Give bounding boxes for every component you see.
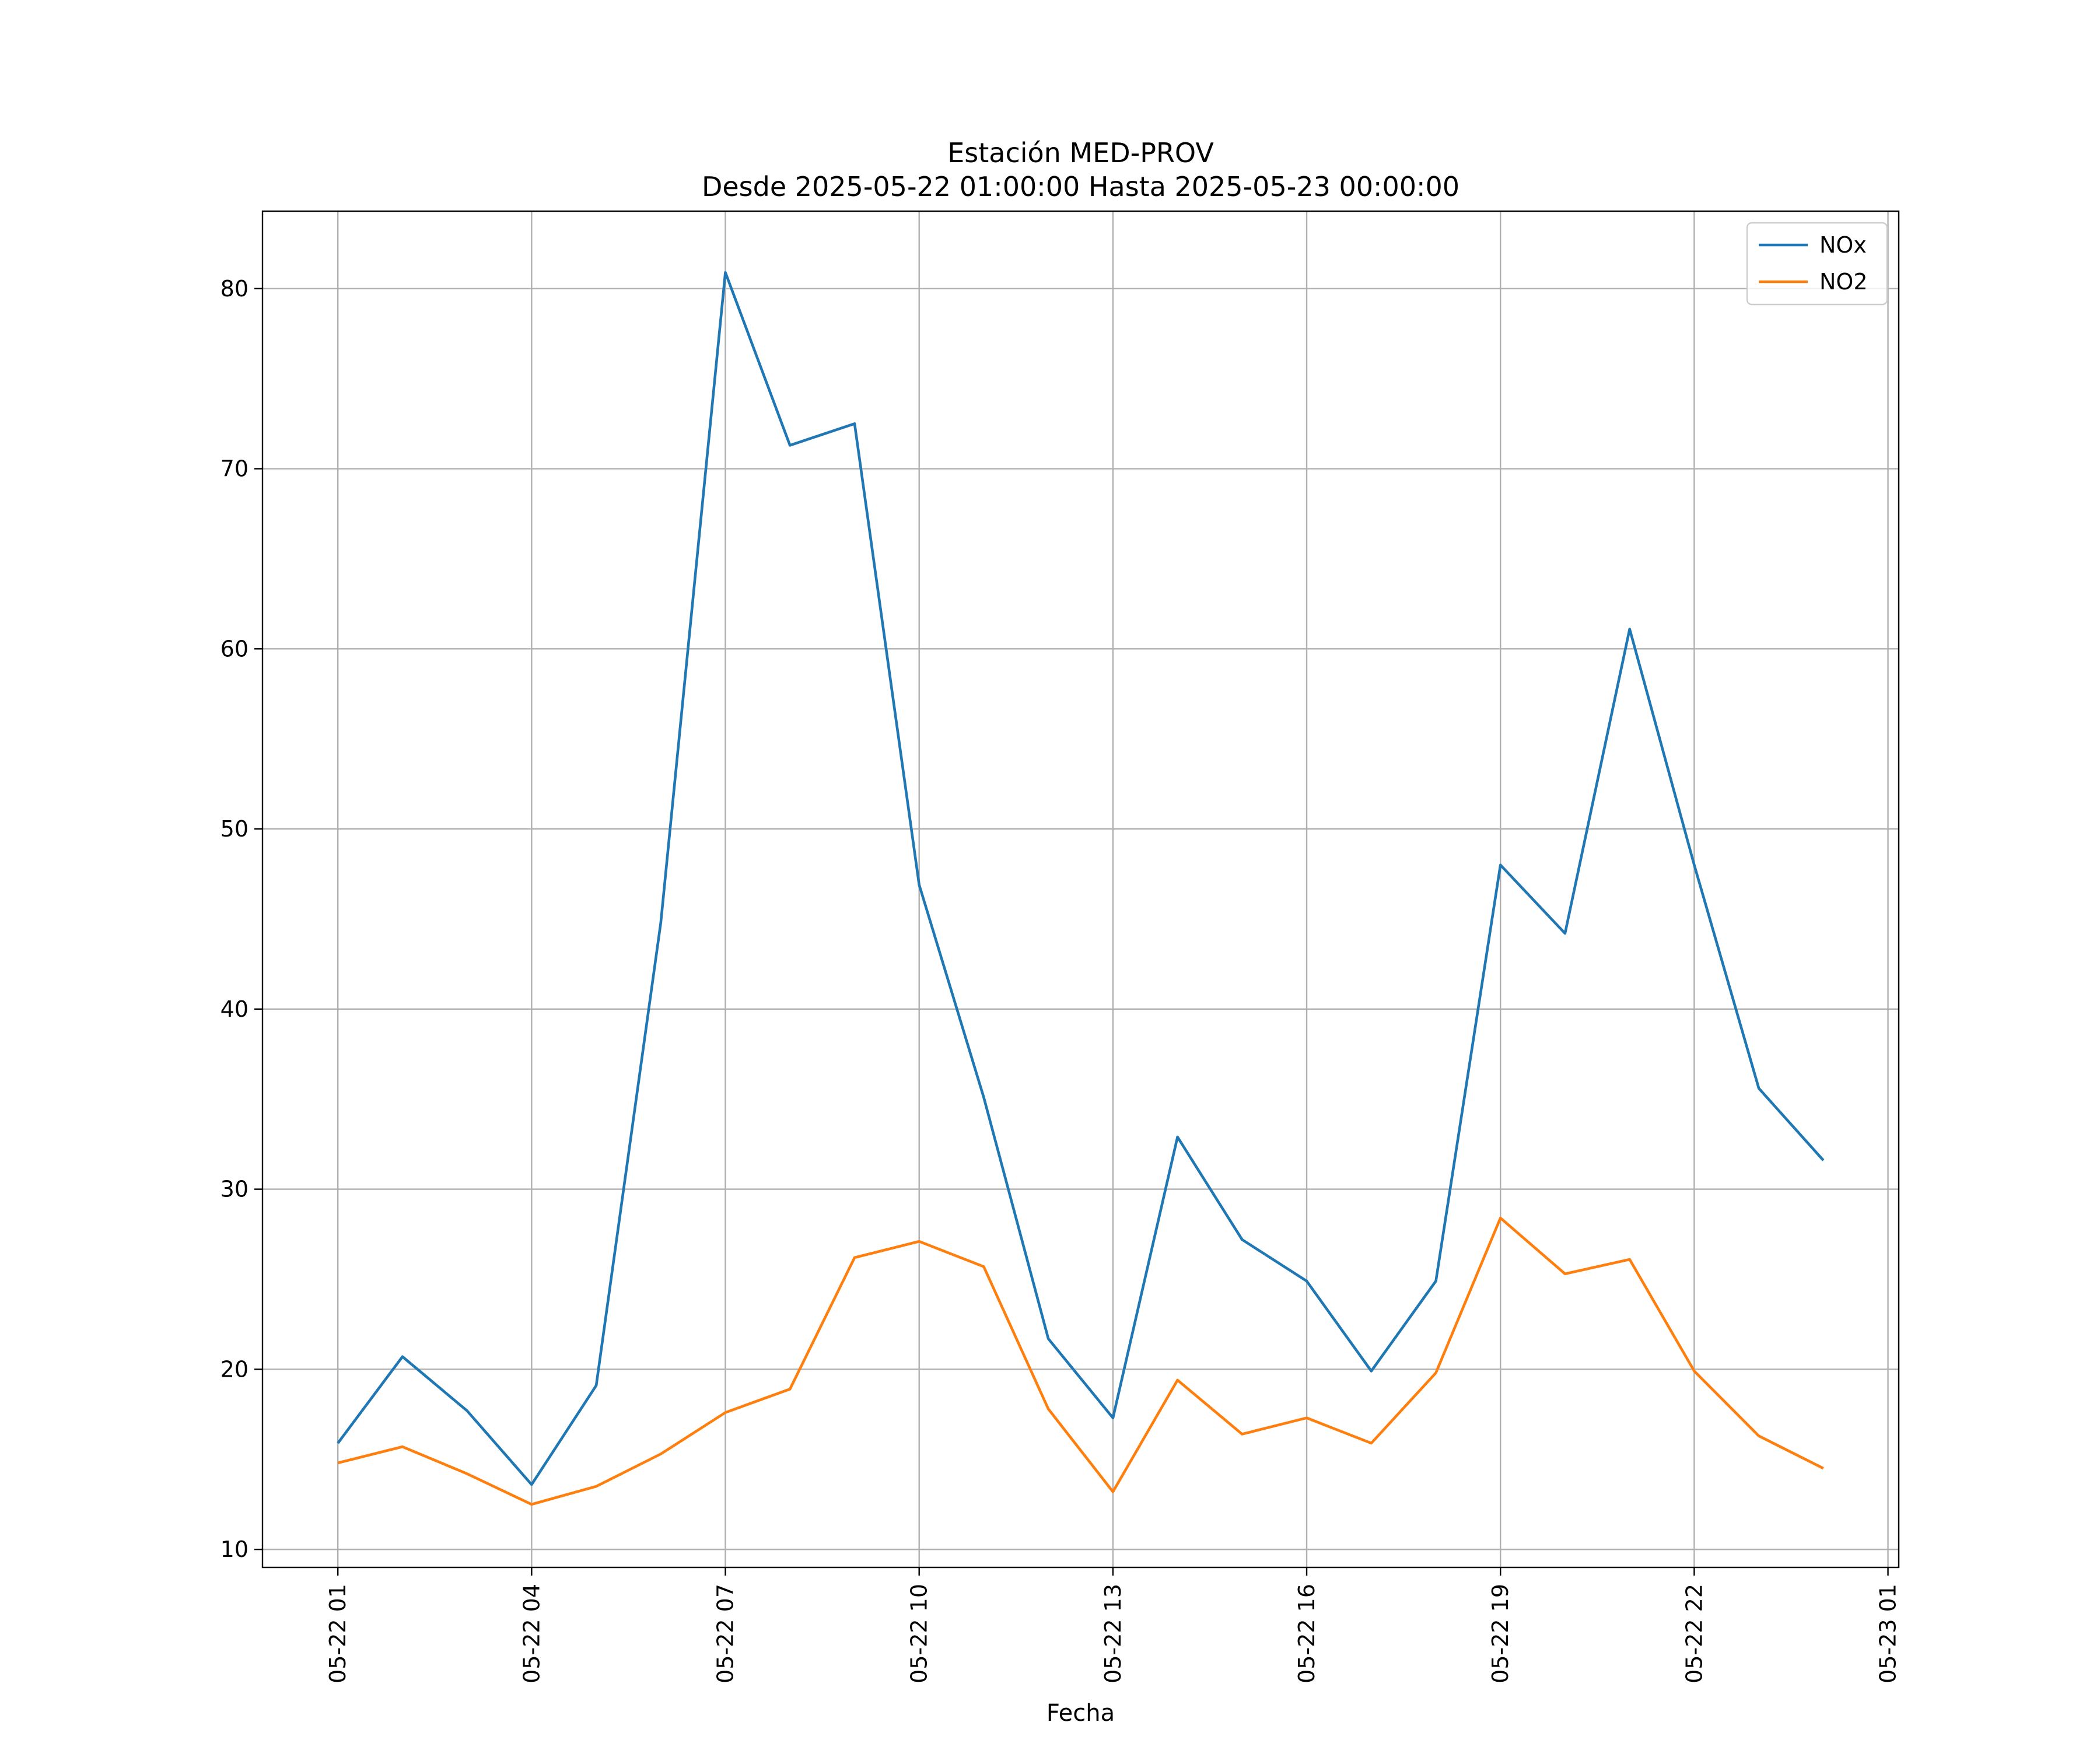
x-tick-label: 05-22 19 <box>1488 1584 1513 1684</box>
chart-title: Estación MED-PROV <box>947 137 1214 169</box>
legend-box <box>1746 222 1888 306</box>
x-axis-label: Fecha <box>1046 1700 1115 1727</box>
y-tick-label: 30 <box>220 1177 249 1202</box>
tick-layer: 10 20 30 40 50 60 70 80 05-22 01 05-22 04 05-22 07… <box>220 276 1901 1684</box>
x-tick-label: 05-22 01 <box>325 1584 351 1684</box>
y-tick-label: 40 <box>220 996 249 1022</box>
y-tick-label: 10 <box>220 1536 249 1562</box>
y-tick-label: 80 <box>220 276 249 302</box>
x-tick-label: 05-22 04 <box>519 1584 544 1684</box>
x-tick-label: 05-22 07 <box>713 1584 738 1684</box>
y-tick-label: 20 <box>220 1356 249 1382</box>
series-line-no2 <box>337 1216 1824 1506</box>
y-tick-label: 60 <box>220 636 249 662</box>
chart-subtitle: Desde 2025-05-22 01:00:00 Hasta 2025-05-… <box>702 171 1460 202</box>
series-line-nox <box>337 271 1825 1486</box>
y-tick-label: 50 <box>220 816 249 842</box>
legend-label-nox: NOx <box>1819 232 1867 258</box>
x-tick-label: 05-22 16 <box>1294 1584 1320 1684</box>
x-tick-label: 05-22 22 <box>1681 1584 1707 1684</box>
grid-layer <box>262 211 1899 1567</box>
series-layer <box>337 271 1825 1506</box>
legend-label-no2: NO2 <box>1819 269 1868 295</box>
x-tick-label: 05-22 13 <box>1100 1584 1126 1684</box>
x-tick-label: 05-23 01 <box>1875 1584 1901 1684</box>
y-tick-label: 70 <box>220 456 249 482</box>
x-tick-label: 05-22 10 <box>907 1584 932 1684</box>
plot-frame <box>261 210 1900 1569</box>
legend: NOx NO2 <box>1746 222 1888 306</box>
